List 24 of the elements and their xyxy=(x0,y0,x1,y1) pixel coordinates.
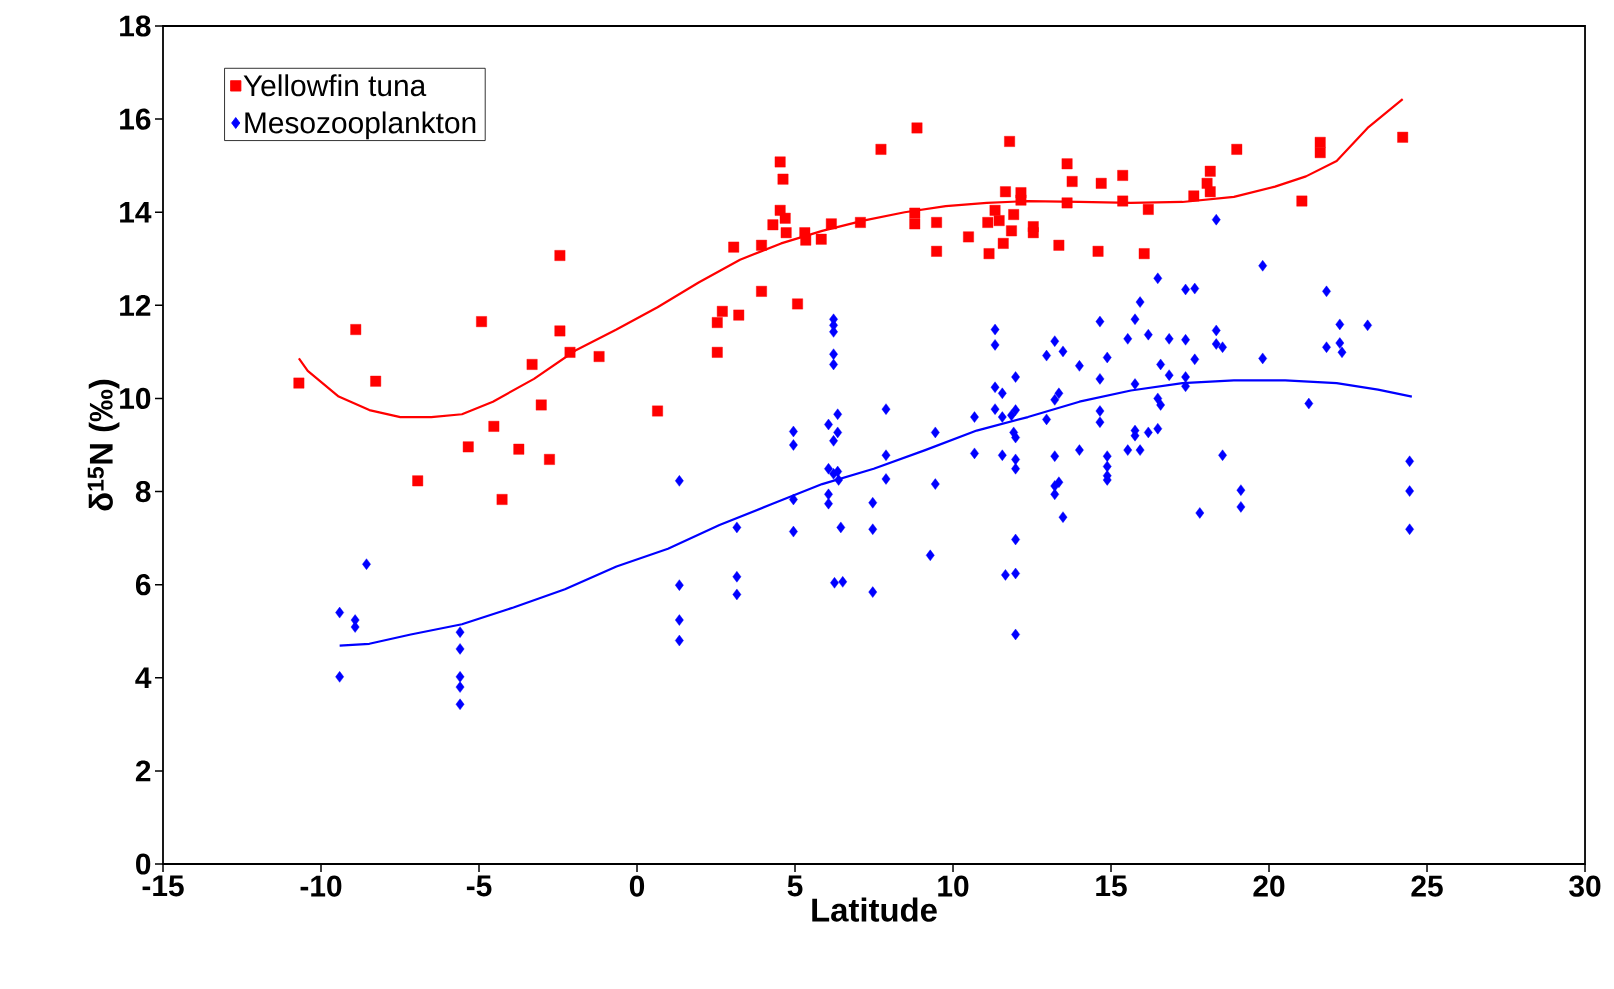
y-tick-label: 10 xyxy=(120,387,151,410)
y-tick-label: 6 xyxy=(135,574,151,596)
legend-label: Mesozooplankton xyxy=(245,111,476,140)
y-tick-label: 14 xyxy=(120,201,152,223)
x-tick-label: -10 xyxy=(300,875,342,897)
x-tick-label: 20 xyxy=(1253,875,1285,897)
legend-label: Yellowfin tuna xyxy=(243,74,427,97)
x-tick-label: 15 xyxy=(1096,875,1127,897)
y-tick-label: 4 xyxy=(135,667,152,689)
x-tick-label: 5 xyxy=(787,875,803,897)
x-axis-title: Latitude xyxy=(812,897,937,922)
x-tick-label: 30 xyxy=(1569,875,1601,897)
x-tick-label: -15 xyxy=(142,875,184,897)
y-tick-label: 0 xyxy=(136,853,151,875)
x-tick-label: 25 xyxy=(1411,875,1443,897)
y-tick-label: 16 xyxy=(120,108,151,130)
x-tick-label: -5 xyxy=(466,875,492,897)
y-axis-title: δ$^{15}$N (‰) xyxy=(87,379,120,511)
x-tick-label: 10 xyxy=(938,875,969,897)
y-tick-label: 8 xyxy=(135,480,151,503)
y-tick-label: 18 xyxy=(120,15,151,37)
x-tick-label: 0 xyxy=(629,875,645,897)
y-tick-label: 12 xyxy=(120,294,151,316)
y-tick-label: 2 xyxy=(135,760,151,782)
